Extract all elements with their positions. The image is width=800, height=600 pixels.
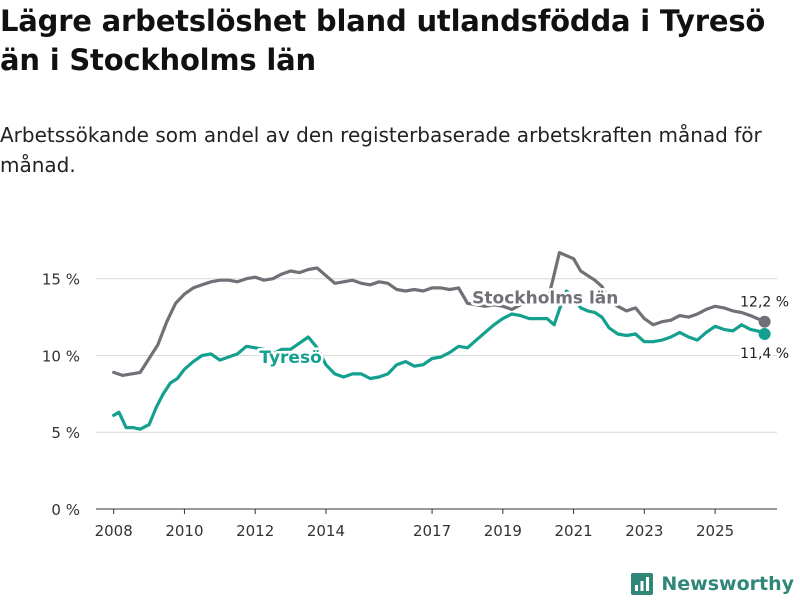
series-name-label: Stockholms län <box>472 288 618 308</box>
y-tick-label: 0 % <box>51 501 80 519</box>
series-endpoint <box>758 327 771 340</box>
y-tick-label: 15 % <box>42 271 80 289</box>
y-tick-label: 5 % <box>51 424 80 442</box>
series-line <box>112 289 767 431</box>
x-tick-label: 2017 <box>413 522 451 540</box>
end-value-label: 12,2 % <box>740 295 789 311</box>
x-tick-label: 2025 <box>696 522 734 540</box>
x-tick-label: 2010 <box>165 522 203 540</box>
series-line <box>112 251 767 377</box>
series-endpoint <box>758 315 771 328</box>
x-tick-label: 2008 <box>95 522 133 540</box>
brand-name: Newsworthy <box>661 573 794 595</box>
series-labels: Stockholms län 12,2 % Tyresö 11,4 % <box>257 286 791 371</box>
x-tick-label: 2023 <box>625 522 663 540</box>
chart-title: Lägre arbetslöshet bland utlandsfödda i … <box>0 4 766 77</box>
grid-lines <box>96 278 777 433</box>
series-name-label: Tyresö <box>259 348 321 368</box>
axes: 0 % 5 % 10 % 15 % 2008 2010 2012 2014 2017 2019 20… <box>42 271 777 540</box>
brand: Newsworthy <box>630 572 794 596</box>
end-value-label: 11,4 % <box>740 346 789 362</box>
series-lines <box>112 251 771 431</box>
chart-subtitle: Arbetssökande som andel av den registerb… <box>0 123 762 177</box>
x-tick-label: 2014 <box>307 522 345 540</box>
y-tick-label: 10 % <box>42 347 80 365</box>
x-tick-label: 2012 <box>236 522 274 540</box>
x-tick-label: 2019 <box>484 522 522 540</box>
newsworthy-logo-icon <box>631 573 654 595</box>
x-tick-label: 2021 <box>554 522 592 540</box>
